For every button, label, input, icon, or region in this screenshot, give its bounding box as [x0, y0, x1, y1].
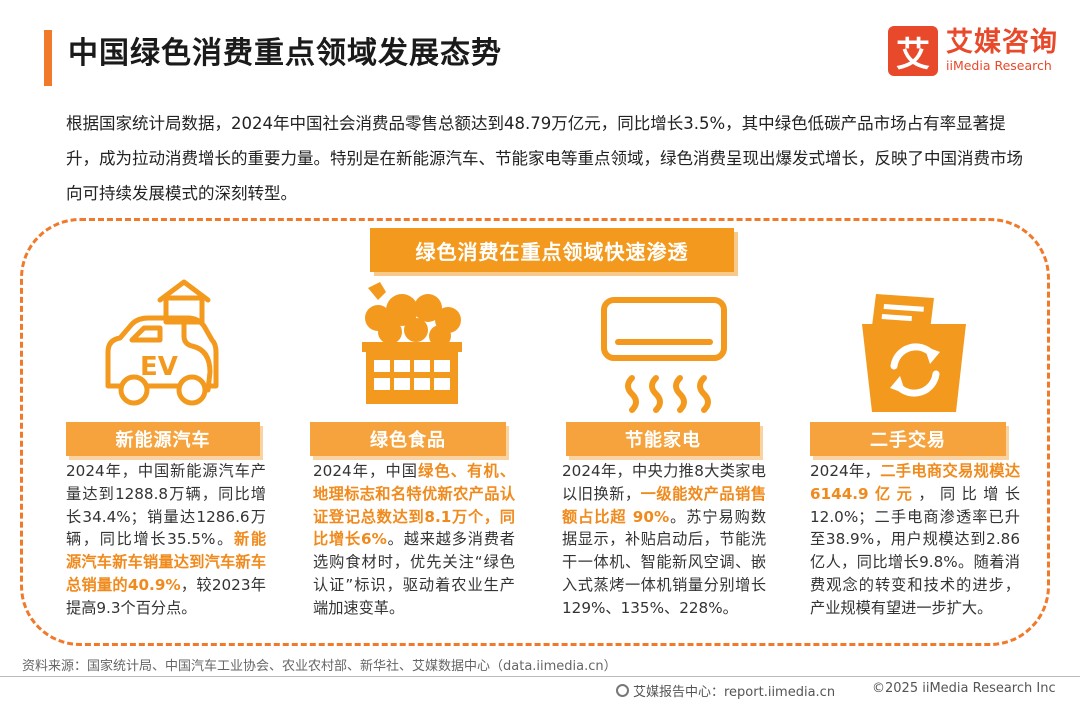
label-appliance: 节能家电 [566, 422, 760, 456]
footer-left-text: 艾媒报告中心：report.iimedia.cn [633, 685, 836, 700]
vegetable-basket-icon [362, 282, 462, 404]
source-note: 资料来源：国家统计局、中国汽车工业协会、农业农村部、新华社、艾媒数据中心（dat… [22, 659, 617, 674]
logo-mark: 艾 [888, 26, 938, 76]
ev-highlight: 新能源汽车新车销量达到汽车新车总销量的40.9% [66, 530, 267, 594]
food-highlight: 绿色、有机、地理标志和名特优新农产品认证登记总数达到8.1万个，同比增长6% [313, 462, 516, 549]
recycle-bin-icon [862, 294, 966, 412]
appliance-text-2: 。苏宁易购数据显示，补贴启动后，节能洗干一体机、智能新风空调、嵌入式蒸烤一体机销… [562, 507, 766, 617]
desc-appliance: 2024年，中央力推8大类家电以旧换新，一级能效产品销售额占比超 90%。苏宁易… [562, 460, 766, 620]
appliance-highlight: 一级能效产品销售额占比超 90% [562, 484, 766, 526]
logo-cn-text: 艾媒咨询 [946, 27, 1058, 58]
label-green-food: 绿色食品 [310, 422, 506, 456]
section-banner: 绿色消费在重点领域快速渗透 [370, 228, 734, 272]
desc-green-food: 2024年，中国绿色、有机、地理标志和名特优新农产品认证登记总数达到8.1万个，… [313, 460, 515, 620]
food-text-1: 2024年，中国 [313, 462, 419, 480]
footer-report-link[interactable]: 艾媒报告中心：report.iimedia.cn [616, 681, 835, 700]
dashed-frame [20, 218, 1050, 646]
desc-secondhand: 2024年，二手电商交易规模达6144.9亿元，同比增长12.0%；二手电商渗透… [810, 460, 1020, 620]
footer-divider [0, 676, 1080, 677]
footer-copyright: ©2025 iiMedia Research Inc [872, 681, 1056, 696]
intro-paragraph: 根据国家统计局数据，2024年中国社会消费品零售总额达到48.79万亿元，同比增… [66, 114, 1023, 203]
secondhand-text-1: 2024年， [810, 462, 881, 480]
ev-text-1: 2024年，中国新能源汽车产量达到1288.8万辆，同比增长34.4%；销量达1… [66, 462, 266, 549]
ev-car-icon: EV [105, 279, 219, 406]
food-text-2: 。越来越多消费者选购食材时，优先关注“绿色认证”标识，驱动着农业生产端加速变革。 [313, 530, 515, 617]
desc-ev: 2024年，中国新能源汽车产量达到1288.8万辆，同比增长34.4%；销量达1… [66, 460, 266, 620]
label-secondhand: 二手交易 [810, 422, 1006, 456]
secondhand-highlight: 二手电商交易规模达6144.9亿元 [810, 462, 1021, 503]
secondhand-text-2: ，同比增长12.0%；二手电商渗透率已升至38.9%，用户规模达到2.86亿人，… [810, 484, 1021, 617]
brand-logo: 艾 艾媒咨询 iiMedia Research [888, 26, 1058, 76]
appliance-text-1: 2024年，中央力推8大类家电以旧换新， [562, 462, 766, 503]
logo-en-text: iiMedia Research [946, 58, 1052, 73]
ev-text-2: ，较2023年提高9.3个百分点。 [66, 575, 266, 617]
label-ev: 新能源汽车 [66, 422, 260, 456]
globe-icon [616, 684, 629, 697]
title-accent-bar [44, 30, 52, 86]
air-conditioner-icon [601, 297, 727, 413]
ev-icon-text: EV [140, 352, 178, 382]
page-title: 中国绿色消费重点领域发展态势 [68, 36, 502, 71]
